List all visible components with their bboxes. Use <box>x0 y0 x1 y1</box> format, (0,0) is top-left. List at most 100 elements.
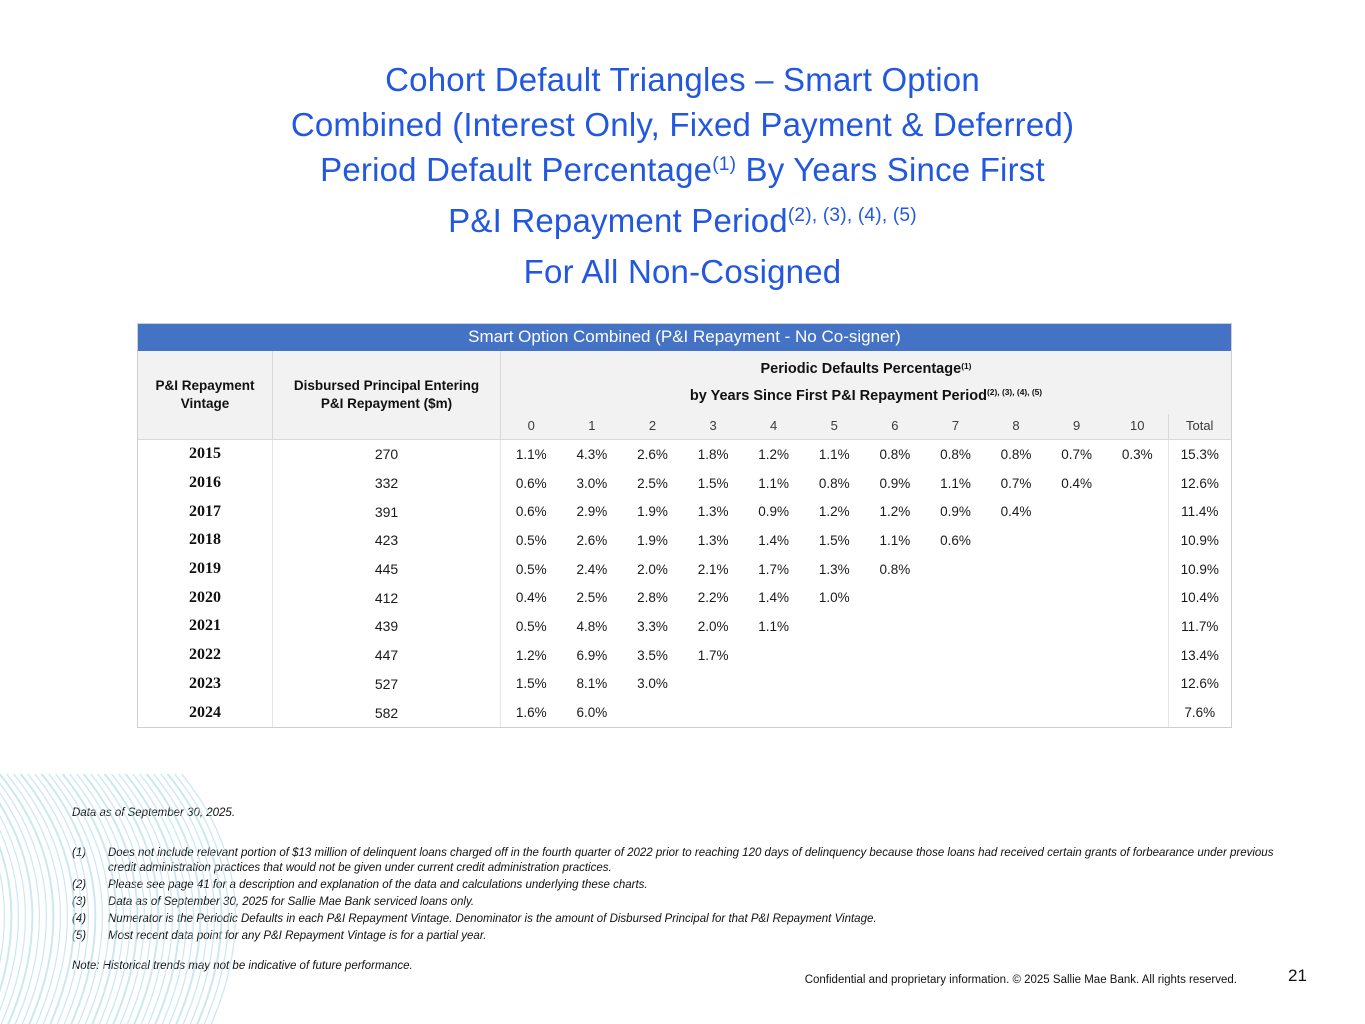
default-pct-cell: 0.7% <box>1061 446 1093 462</box>
vintage-cell: 2024 <box>138 698 273 727</box>
default-pct-cell: 0.6% <box>940 532 971 548</box>
default-pct-cell: 0.9% <box>940 504 971 520</box>
group-header-line-1: Periodic Defaults Percentage(1) <box>760 360 972 378</box>
col-header-disbursed-principal: Disbursed Principal Entering P&I Repayme… <box>273 351 501 439</box>
disbursed-principal-cell: 391 <box>273 497 501 527</box>
total-pct-cell: 15.3% <box>1167 440 1231 469</box>
default-pct-cell: 3.0% <box>576 475 608 491</box>
default-pct-cell: 2.5% <box>637 475 668 491</box>
total-pct-cell: 13.4% <box>1167 640 1231 670</box>
default-pct-cell: 1.7% <box>758 561 790 577</box>
table-row: 2020 412 0.4% 2.5% 2.8% 2.2% 1.4% 1.0% 10.4% <box>138 583 1231 613</box>
table-row: 2024 582 1.6% 6.0% 7.6% <box>138 698 1231 727</box>
default-pct-cell: 0.6% <box>515 475 547 491</box>
default-pct-cell: 0.5% <box>515 561 547 577</box>
default-pct-cell: 3.0% <box>637 676 668 692</box>
disbursed-principal-cell: 332 <box>273 468 501 498</box>
default-pct-cell: 1.2% <box>515 647 547 663</box>
default-pct-cell: 3.3% <box>637 618 668 634</box>
default-pct-cell: 0.8% <box>818 475 850 491</box>
table-row: 2021 439 0.5% 4.8% 3.3% 2.0% 1.1% 11.7% <box>138 612 1231 641</box>
vintage-cell: 2016 <box>138 468 273 498</box>
default-pct-cell: 2.9% <box>576 504 608 520</box>
default-pct-cell: 1.5% <box>697 475 729 491</box>
year-header-cell: 9 <box>1073 418 1081 433</box>
year-header-cell: 0 <box>527 418 535 433</box>
default-pct-cell: 1.5% <box>515 676 547 692</box>
title-line-4: P&I Repayment Period(2), (3), (4), (5) <box>448 202 917 239</box>
default-pct-cell: 0.9% <box>758 504 790 520</box>
page-number: 21 <box>1288 966 1307 985</box>
default-pct-cell: 1.9% <box>637 532 668 548</box>
total-pct-cell: 11.4% <box>1167 497 1231 527</box>
vintage-cell: 2022 <box>138 640 273 670</box>
cohort-default-table: Smart Option Combined (P&I Repayment - N… <box>137 323 1232 728</box>
default-pct-cell: 1.8% <box>697 446 729 462</box>
table-body: 2015 270 1.1% 4.3% 2.6% 1.8% 1.2% 1.1% 0.8% 0.8% 0… <box>138 439 1231 727</box>
total-pct-cell: 7.6% <box>1167 698 1231 727</box>
year-header-cell: 4 <box>770 418 778 433</box>
default-pct-cell: 1.2% <box>818 504 850 520</box>
footnote-2: (2) Please see page 41 for a description… <box>72 879 648 891</box>
disbursed-principal-cell: 447 <box>273 640 501 670</box>
footnote-1: (1) Does not include relevant portion of… <box>72 846 1274 875</box>
default-pct-cell: 2.6% <box>637 446 668 462</box>
default-pct-cell: 4.8% <box>576 618 608 634</box>
vintage-cell: 2023 <box>138 669 273 699</box>
default-pct-cell: 1.5% <box>818 532 850 548</box>
vintage-cell: 2020 <box>138 583 273 613</box>
default-pct-cell: 2.8% <box>637 590 668 606</box>
table-row: 2015 270 1.1% 4.3% 2.6% 1.8% 1.2% 1.1% 0.8% 0.8% 0… <box>138 440 1231 469</box>
year-header-row: 0 1 2 3 4 5 6 7 8 9 10 Total <box>501 414 1231 439</box>
default-pct-cell: 1.3% <box>818 561 850 577</box>
year-header-cell: 10 <box>1130 418 1145 433</box>
footnotes: Data as of September 30, 2025. (1) Does … <box>72 806 1332 974</box>
table-title-banner: Smart Option Combined (P&I Repayment - N… <box>138 324 1231 351</box>
year-header-cell: 3 <box>709 418 717 433</box>
default-pct-cell: 1.2% <box>879 504 911 520</box>
default-pct-cell: 1.4% <box>758 532 790 548</box>
default-pct-cell: 2.0% <box>697 618 729 634</box>
disbursed-principal-cell: 582 <box>273 698 501 727</box>
default-pct-cell: 1.9% <box>637 504 668 520</box>
year-header-cell: 2 <box>648 418 657 433</box>
year-header-cell: 7 <box>951 418 960 433</box>
default-pct-cell: 1.1% <box>940 475 971 491</box>
default-pct-cell: 1.7% <box>697 647 729 663</box>
year-header-cell: 8 <box>1012 418 1020 433</box>
col-header-vintage: P&I Repayment Vintage <box>138 351 273 439</box>
total-pct-cell: 12.6% <box>1167 669 1231 699</box>
table-row: 2022 447 1.2% 6.9% 3.5% 1.7% 13.4% <box>138 640 1231 670</box>
default-pct-cell: 1.3% <box>697 532 729 548</box>
vintage-cell: 2021 <box>138 612 273 641</box>
year-header-cell: 5 <box>830 418 838 433</box>
vintage-cell: 2018 <box>138 526 273 555</box>
disbursed-principal-cell: 527 <box>273 669 501 699</box>
default-pct-cell: 1.1% <box>818 446 850 462</box>
total-pct-cell: 11.7% <box>1167 612 1231 641</box>
default-pct-cell: 1.3% <box>697 504 729 520</box>
year-header-cell: 6 <box>891 418 899 433</box>
table-row: 2016 332 0.6% 3.0% 2.5% 1.5% 1.1% 0.8% 0.9% 1.1% 0… <box>138 468 1231 498</box>
table-row: 2023 527 1.5% 8.1% 3.0% 12.6% <box>138 669 1231 699</box>
vintage-cell: 2015 <box>138 440 273 469</box>
footnote-4: (4) Numerator is the Periodic Defaults i… <box>72 913 877 925</box>
default-pct-cell: 4.3% <box>576 446 608 462</box>
default-pct-cell: 0.3% <box>1121 446 1153 462</box>
default-pct-cell: 0.6% <box>515 504 547 520</box>
default-pct-cell: 1.0% <box>818 590 850 606</box>
disbursed-principal-cell: 439 <box>273 612 501 641</box>
table-row: 2017 391 0.6% 2.9% 1.9% 1.3% 0.9% 1.2% 1.2% 0.9% 0… <box>138 497 1231 527</box>
default-pct-cell: 6.0% <box>576 705 608 721</box>
default-pct-cell: 1.6% <box>515 705 547 721</box>
default-pct-cell: 1.1% <box>879 532 911 548</box>
total-pct-cell: 10.9% <box>1167 554 1231 584</box>
default-pct-cell: 1.1% <box>758 475 790 491</box>
default-pct-cell: 0.4% <box>1061 475 1093 491</box>
title-line-3: Period Default Percentage(1) By Years Si… <box>320 151 1045 188</box>
default-pct-cell: 2.6% <box>576 532 608 548</box>
footnote-ref-1: (1) <box>712 154 737 176</box>
historical-trends-note: Note: Historical trends may not be indic… <box>72 959 413 972</box>
default-pct-cell: 2.2% <box>697 590 729 606</box>
